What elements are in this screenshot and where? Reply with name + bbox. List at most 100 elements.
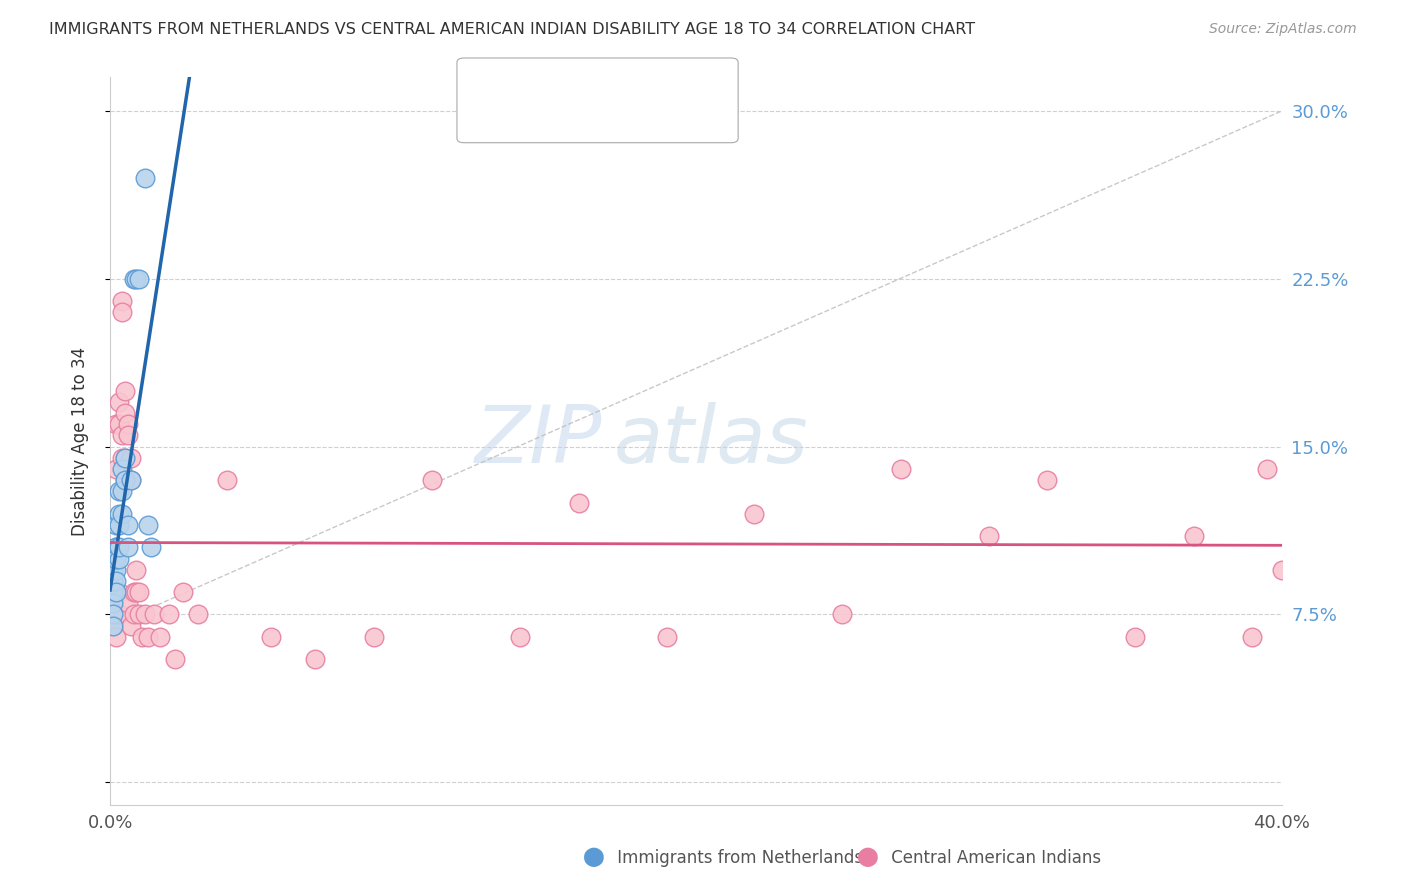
Point (117, 518, 139, 533)
Point (136, 630, 159, 644)
Point (143, 607, 166, 622)
Point (187, 607, 209, 622)
Text: ⬤: ⬤ (856, 847, 879, 867)
Point (1036, 473, 1059, 487)
Point (111, 428, 134, 442)
Point (420, 473, 443, 487)
Text: ⬤: ⬤ (582, 847, 605, 867)
Point (104, 607, 127, 622)
Point (101, 574, 124, 588)
Point (108, 395, 131, 409)
Text: Source: ZipAtlas.com: Source: ZipAtlas.com (1209, 22, 1357, 37)
Point (101, 585, 124, 599)
Point (474, 102, 496, 116)
Point (104, 574, 127, 588)
Point (509, 630, 531, 644)
Point (101, 618, 124, 632)
Point (122, 585, 145, 599)
Point (363, 630, 385, 644)
Point (890, 462, 912, 476)
Point (104, 541, 127, 555)
Point (117, 541, 139, 555)
Point (104, 541, 127, 555)
Point (157, 607, 180, 622)
Point (101, 596, 124, 610)
Point (108, 518, 131, 533)
Text: Central American Indians: Central American Indians (886, 849, 1101, 867)
Text: R =: R = (506, 100, 543, 118)
Point (120, 450, 142, 465)
Point (217, 473, 239, 487)
Point (111, 507, 134, 521)
Point (977, 529, 1000, 543)
Point (114, 384, 136, 398)
Point (101, 574, 124, 588)
Point (134, 171, 156, 186)
Point (101, 618, 124, 632)
Point (122, 607, 145, 622)
Point (149, 630, 172, 644)
Point (108, 541, 131, 555)
Point (304, 652, 326, 666)
Point (101, 596, 124, 610)
Point (108, 484, 131, 499)
Point (101, 607, 124, 622)
Point (1299, 462, 1322, 476)
Text: ZIP: ZIP (475, 402, 602, 480)
Y-axis label: Disability Age 18 to 34: Disability Age 18 to 34 (72, 346, 89, 535)
Point (104, 551, 127, 566)
Point (104, 563, 127, 577)
Point (114, 473, 136, 487)
Text: N =: N = (583, 100, 631, 118)
Point (1241, 630, 1264, 644)
Point (104, 417, 127, 432)
Point (655, 630, 678, 644)
Point (111, 462, 134, 476)
Point (128, 272, 150, 286)
Text: IMMIGRANTS FROM NETHERLANDS VS CENTRAL AMERICAN INDIAN DISABILITY AGE 18 TO 34 C: IMMIGRANTS FROM NETHERLANDS VS CENTRAL A… (49, 22, 976, 37)
Text: 0.489: 0.489 (537, 69, 589, 87)
Point (101, 574, 124, 588)
Point (111, 484, 134, 499)
Text: 34: 34 (624, 69, 648, 87)
Text: N =: N = (583, 69, 631, 87)
Point (111, 305, 134, 319)
Point (1256, 462, 1278, 476)
Point (101, 563, 124, 577)
Point (131, 630, 153, 644)
Point (134, 607, 156, 622)
Point (831, 607, 853, 622)
Point (1123, 630, 1146, 644)
Point (114, 450, 136, 465)
Point (120, 618, 142, 632)
Text: R =: R = (506, 69, 543, 87)
Point (108, 551, 131, 566)
Point (104, 518, 127, 533)
Point (1182, 529, 1205, 543)
Point (101, 551, 124, 566)
Point (172, 585, 194, 599)
Text: 61: 61 (624, 100, 647, 118)
Point (108, 607, 131, 622)
Point (108, 507, 131, 521)
Point (1271, 563, 1294, 577)
Point (568, 495, 591, 509)
Point (114, 473, 136, 487)
Point (125, 272, 148, 286)
Text: atlas: atlas (614, 402, 808, 480)
Point (111, 450, 134, 465)
Point (120, 473, 142, 487)
Point (104, 462, 127, 476)
Point (117, 596, 139, 610)
Point (128, 585, 150, 599)
Point (139, 541, 162, 555)
Point (104, 585, 127, 599)
Point (117, 417, 139, 432)
Point (1285, 473, 1308, 487)
Point (114, 406, 136, 420)
Point (114, 450, 136, 465)
Point (120, 473, 142, 487)
Point (125, 585, 148, 599)
Point (125, 563, 148, 577)
Point (111, 294, 134, 309)
